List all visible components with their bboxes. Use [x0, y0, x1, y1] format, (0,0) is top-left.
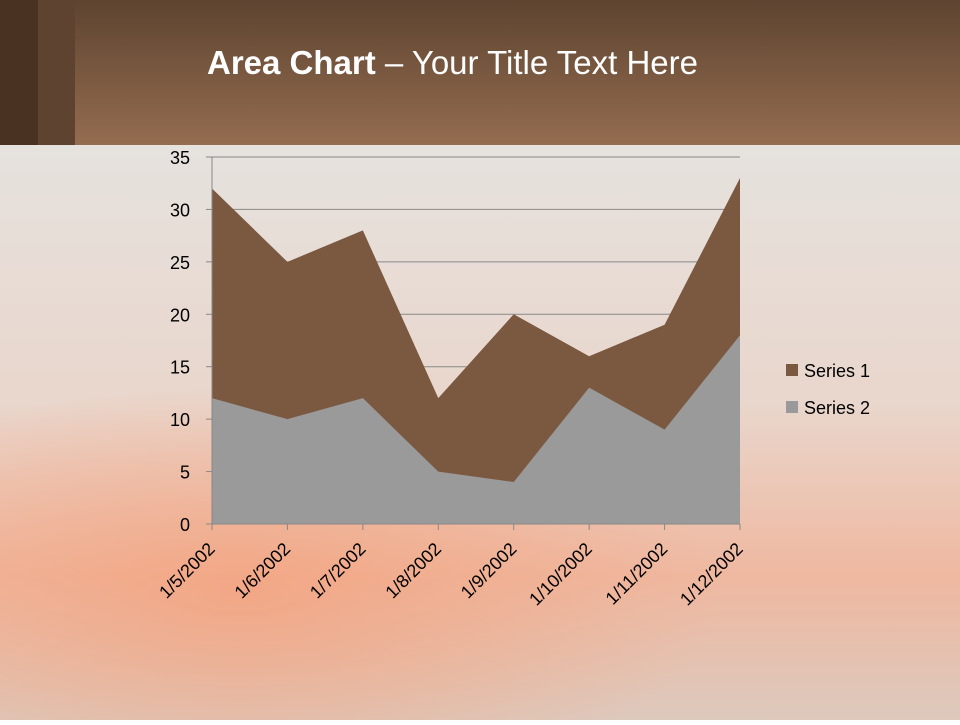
y-tick-label: 25 — [170, 253, 190, 273]
header-strip — [0, 0, 38, 145]
legend-swatch — [786, 401, 798, 413]
legend-swatch — [786, 364, 798, 376]
legend-label: Series 1 — [804, 361, 870, 381]
title-rest: – Your Title Text Here — [385, 44, 698, 81]
slide-title: Area Chart – Your Title Text Here — [207, 44, 698, 81]
y-tick-label: 5 — [180, 463, 190, 483]
y-tick-label: 20 — [170, 305, 190, 325]
y-tick-label: 15 — [170, 358, 190, 378]
y-tick-label: 0 — [180, 515, 190, 535]
title-bold: Area Chart — [207, 44, 376, 81]
header-band — [0, 0, 960, 145]
y-tick-label: 35 — [170, 148, 190, 168]
legend-label: Series 2 — [804, 398, 870, 418]
area — [212, 335, 740, 524]
y-tick-label: 10 — [170, 410, 190, 430]
header-strip — [38, 0, 75, 145]
y-tick-label: 30 — [170, 200, 190, 220]
